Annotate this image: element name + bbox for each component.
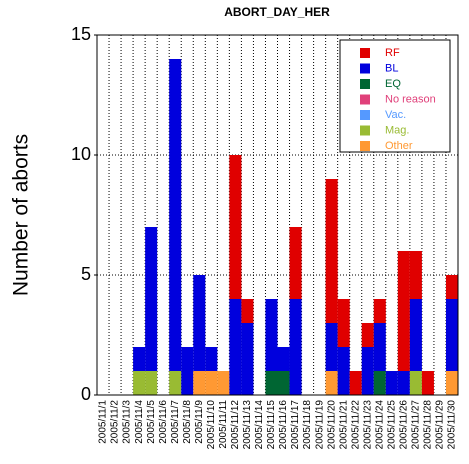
legend-label: No reason bbox=[385, 93, 436, 105]
bar-segment bbox=[229, 299, 242, 395]
bar-segment bbox=[169, 59, 182, 371]
bar-segment bbox=[385, 371, 398, 395]
bar-segment bbox=[421, 371, 434, 395]
bar-segment bbox=[337, 347, 350, 395]
bar-segment bbox=[325, 323, 338, 371]
bar-segment bbox=[373, 323, 386, 371]
x-tick-label: 2005/11/30 bbox=[447, 400, 458, 450]
legend-label: Vac. bbox=[385, 109, 406, 121]
y-tick-label: 0 bbox=[81, 384, 91, 404]
legend-swatch bbox=[360, 125, 370, 136]
x-tick-label: 2005/11/10 bbox=[206, 400, 217, 450]
bar-segment bbox=[445, 275, 458, 299]
x-tick-label: 2005/11/24 bbox=[374, 400, 385, 450]
legend-swatch bbox=[360, 94, 370, 105]
x-tick-label: 2005/11/18 bbox=[302, 400, 313, 450]
bar-segment bbox=[265, 371, 278, 395]
bar-segment bbox=[325, 179, 338, 323]
bar-segment bbox=[133, 371, 146, 395]
x-tick-label: 2005/11/17 bbox=[290, 400, 301, 450]
bar-segment bbox=[229, 155, 242, 299]
legend-swatch bbox=[360, 63, 370, 74]
legend-swatch bbox=[360, 110, 370, 120]
x-tick-label: 2005/11/3 bbox=[122, 400, 133, 444]
legend-label: RF bbox=[385, 47, 400, 59]
x-tick-label: 2005/11/25 bbox=[386, 400, 397, 450]
bar-segment bbox=[265, 299, 278, 371]
legend-box bbox=[339, 39, 451, 153]
y-tick-label: 15 bbox=[71, 24, 91, 44]
bar-segment bbox=[361, 323, 374, 347]
legend-swatch bbox=[360, 79, 370, 89]
bar-segment bbox=[409, 371, 422, 395]
x-tick-label: 2005/11/13 bbox=[242, 400, 253, 450]
bar-segment bbox=[145, 227, 158, 371]
legend-swatch bbox=[360, 48, 370, 58]
x-tick-label: 2005/11/1 bbox=[98, 400, 109, 444]
x-tick-label: 2005/11/2 bbox=[110, 400, 121, 444]
x-tick-label: 2005/11/8 bbox=[182, 400, 193, 444]
x-tick-label: 2005/11/27 bbox=[411, 400, 422, 450]
bar-segment bbox=[145, 371, 158, 395]
x-tick-label: 2005/11/22 bbox=[350, 400, 361, 450]
legend-label: Mag. bbox=[385, 124, 409, 136]
x-tick-label: 2005/11/12 bbox=[230, 400, 241, 450]
bar-segment bbox=[445, 371, 458, 395]
bar-segment bbox=[277, 371, 290, 395]
x-tick-label: 2005/11/23 bbox=[362, 400, 373, 450]
bar-segment bbox=[241, 299, 254, 323]
bar-segment bbox=[409, 299, 422, 371]
bar-segment bbox=[289, 227, 302, 299]
bar-segment bbox=[409, 251, 422, 299]
bar-segment bbox=[217, 371, 230, 395]
x-tick-label: 2005/11/26 bbox=[398, 400, 409, 450]
bar-segment bbox=[241, 323, 254, 395]
x-tick-label: 2005/11/20 bbox=[326, 400, 337, 450]
chart-title: ABORT_DAY_HER bbox=[224, 5, 330, 19]
legend-label: Other bbox=[385, 140, 413, 152]
bar-segment bbox=[289, 299, 302, 395]
bar-segment bbox=[337, 299, 350, 347]
y-tick-label: 5 bbox=[81, 264, 91, 284]
x-tick-label: 2005/11/11 bbox=[218, 400, 229, 449]
bar-segment bbox=[373, 371, 386, 395]
legend-label: BL bbox=[385, 62, 398, 74]
plot-frame bbox=[96, 34, 459, 396]
x-tick-label: 2005/11/4 bbox=[134, 400, 145, 444]
x-tick-label: 2005/11/19 bbox=[314, 400, 325, 450]
bar-segment bbox=[349, 371, 362, 395]
x-tick-label: 2005/11/16 bbox=[278, 400, 289, 450]
bar-segment bbox=[397, 371, 410, 395]
bar-segment bbox=[193, 275, 206, 371]
bar-segment bbox=[133, 347, 146, 371]
y-axis-title: Number of aborts bbox=[10, 134, 33, 296]
x-tick-label: 2005/11/28 bbox=[423, 400, 434, 450]
legend-swatch bbox=[360, 141, 370, 151]
x-tick-label: 2005/11/21 bbox=[338, 400, 349, 450]
bar-segment bbox=[445, 299, 458, 371]
x-tick-label: 2005/11/15 bbox=[266, 400, 277, 450]
legend-label: EQ bbox=[385, 78, 401, 90]
x-tick-label: 2005/11/29 bbox=[435, 400, 446, 450]
x-tick-label: 2005/11/5 bbox=[146, 400, 157, 444]
bar-segment bbox=[397, 251, 410, 371]
bar-segment bbox=[325, 371, 338, 395]
bar-segment bbox=[193, 371, 206, 395]
x-tick-label: 2005/11/9 bbox=[194, 400, 205, 444]
bar-segment bbox=[373, 299, 386, 323]
bar-segment bbox=[205, 347, 218, 371]
x-tick-label: 2005/11/6 bbox=[158, 400, 169, 444]
x-tick-label: 2005/11/14 bbox=[254, 400, 265, 450]
bar-segment bbox=[205, 371, 218, 395]
y-tick-label: 10 bbox=[71, 144, 91, 164]
bar-segment bbox=[277, 347, 290, 371]
x-tick-label: 2005/11/7 bbox=[170, 400, 181, 444]
bar-segment bbox=[361, 347, 374, 395]
bar-segment bbox=[169, 371, 182, 395]
bar-segment bbox=[181, 347, 194, 395]
